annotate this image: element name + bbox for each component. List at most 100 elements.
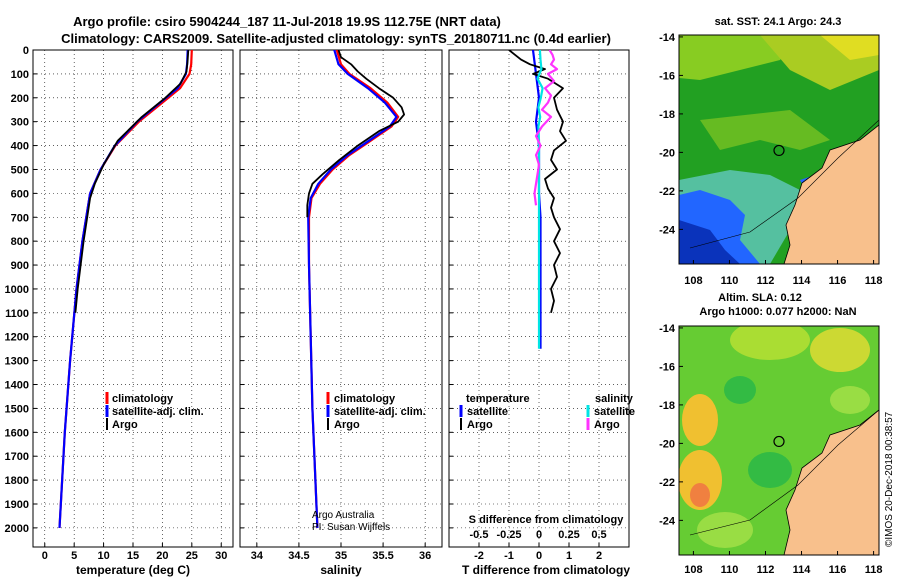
map-lat-label: -16 [659, 361, 675, 373]
depth-tick-label: 700 [11, 212, 29, 224]
sla-low [748, 452, 792, 488]
temperature-x-ticks: 0 5 10 15 20 25 30 [42, 543, 227, 562]
legend-title-temperature: temperature [466, 393, 530, 405]
depth-tick-label: 1400 [5, 380, 29, 392]
depth-tick-label: 300 [11, 117, 29, 129]
map-lon-label: 116 [829, 564, 847, 576]
map-lon-label: 112 [757, 275, 775, 287]
map-lat-label: -20 [659, 438, 675, 450]
depth-tick-label: 1500 [5, 403, 29, 415]
bathymetry-contour [689, 119, 879, 249]
sla-peak [690, 483, 710, 507]
depth-tick-label: 2000 [5, 523, 29, 535]
credit-line1: Argo Australia [312, 510, 375, 521]
map-lat-label: -24 [659, 224, 676, 236]
argo-position-marker [773, 435, 785, 448]
salinity-grid [240, 49, 442, 547]
map-lat-label: -20 [659, 147, 675, 159]
sst-map [679, 35, 879, 264]
depth-tick-label: 0 [23, 45, 29, 57]
salinity-series [306, 50, 406, 528]
map-lat-label: -18 [659, 109, 675, 121]
map-lat-label: -14 [659, 323, 676, 335]
depth-tick-label: 800 [11, 236, 29, 248]
sst-warm-band [820, 35, 879, 60]
land-australia [783, 409, 879, 555]
temperature-grid [33, 49, 233, 547]
sla-map-title: Altim. SLA: 0.12 [718, 292, 802, 304]
legend-label-t-satellite: satellite [467, 406, 508, 418]
map-lon-label: 108 [684, 564, 702, 576]
depth-tick-label: 1200 [5, 332, 29, 344]
depth-tick-label: 200 [11, 93, 29, 105]
sst-cold-band [679, 220, 740, 264]
depth-tick-label: 1000 [5, 284, 29, 296]
x-tick-label: 0 [536, 550, 542, 562]
x-tick-label: -2 [474, 550, 484, 562]
map-lon-label: 118 [865, 564, 883, 576]
x-tick-label: 15 [127, 550, 139, 562]
series-line-satellite-adj-clim- [307, 50, 398, 528]
legend-label-s-satellite: satellite [594, 406, 635, 418]
difference-series [508, 50, 567, 349]
series-line-s-argo [533, 50, 559, 206]
series-line-satellite-adj-clim- [58, 50, 189, 528]
s-tick-label: -0.25 [496, 529, 521, 541]
depth-tick-label: 500 [11, 164, 29, 176]
depth-tick-label: 1800 [5, 475, 29, 487]
map-lon-label: 114 [793, 275, 812, 287]
x-tick-label: 2 [596, 550, 602, 562]
map-lon-label: 118 [865, 275, 883, 287]
salinity-legend: climatology satellite-adj. clim. Argo [326, 392, 426, 431]
x-tick-label: 30 [215, 550, 227, 562]
header-line1: Argo profile: csiro 5904244_187 11-Jul-2… [73, 14, 501, 29]
series-line-argo [306, 50, 406, 218]
sla-low [724, 376, 756, 404]
land-australia [783, 124, 879, 264]
sla-high [697, 512, 753, 548]
legend-label-argo: Argo [112, 419, 138, 431]
temperature-legend: climatology satellite-adj. clim. Argo [105, 392, 204, 431]
argo-position-marker [773, 144, 785, 157]
depth-tick-label: 1100 [5, 308, 29, 320]
x-tick-label: 10 [97, 550, 109, 562]
sla-map-subtitle: Argo h1000: 0.077 h2000: NaN [699, 306, 856, 318]
sla-high [679, 450, 722, 510]
series-line-argo [74, 50, 190, 313]
x-tick-label: 0 [42, 550, 48, 562]
map-lon-label: 112 [757, 564, 775, 576]
x-tick-label: 34.5 [288, 550, 309, 562]
x-tick-label: 36 [419, 550, 431, 562]
depth-tick-labels: 0 100 200 300 400 500 600 700 800 900 1000 1100 1200… [5, 45, 29, 535]
legend-label-s-argo: Argo [594, 419, 620, 431]
sst-map-frame [678, 34, 880, 265]
legend-label-climatology: climatology [334, 393, 396, 405]
temperature-series [58, 50, 193, 528]
difference-x-ticks: -2 -1 0 1 2 -0.5 -0.25 0 0.25 0.5 [470, 529, 607, 562]
x-tick-label: 35 [335, 550, 347, 562]
sla-high [810, 328, 870, 372]
x-tick-label: 34 [251, 550, 264, 562]
map-lat-label: -14 [659, 32, 676, 44]
depth-tick-label: 400 [11, 141, 29, 153]
map-lat-label: -22 [659, 186, 675, 198]
header-line2: Climatology: CARS2009. Satellite-adjuste… [61, 31, 611, 46]
x-tick-label: -1 [504, 550, 514, 562]
legend-label-t-argo: Argo [467, 419, 493, 431]
sst-map-title: sat. SST: 24.1 Argo: 24.3 [715, 16, 842, 28]
series-line-t-argo [508, 50, 567, 314]
bathymetry-contour [689, 409, 879, 536]
imos-timestamp: ©IMOS 20-Dec-2018 00:38:57 [884, 411, 895, 547]
legend-label-argo: Argo [334, 419, 360, 431]
depth-tick-label: 100 [11, 69, 29, 81]
legend-label-satellite: satellite-adj. clim. [112, 406, 204, 418]
x-tick-label: 5 [71, 550, 77, 562]
depth-tick-label: 1700 [5, 451, 29, 463]
map-lon-label: 108 [684, 275, 702, 287]
map-lat-label: -16 [659, 70, 675, 82]
map-lon-label: 110 [721, 564, 739, 576]
legend-label-climatology: climatology [112, 393, 174, 405]
temperature-xlabel: temperature (deg C) [76, 563, 190, 577]
sst-warm-band [700, 110, 830, 150]
